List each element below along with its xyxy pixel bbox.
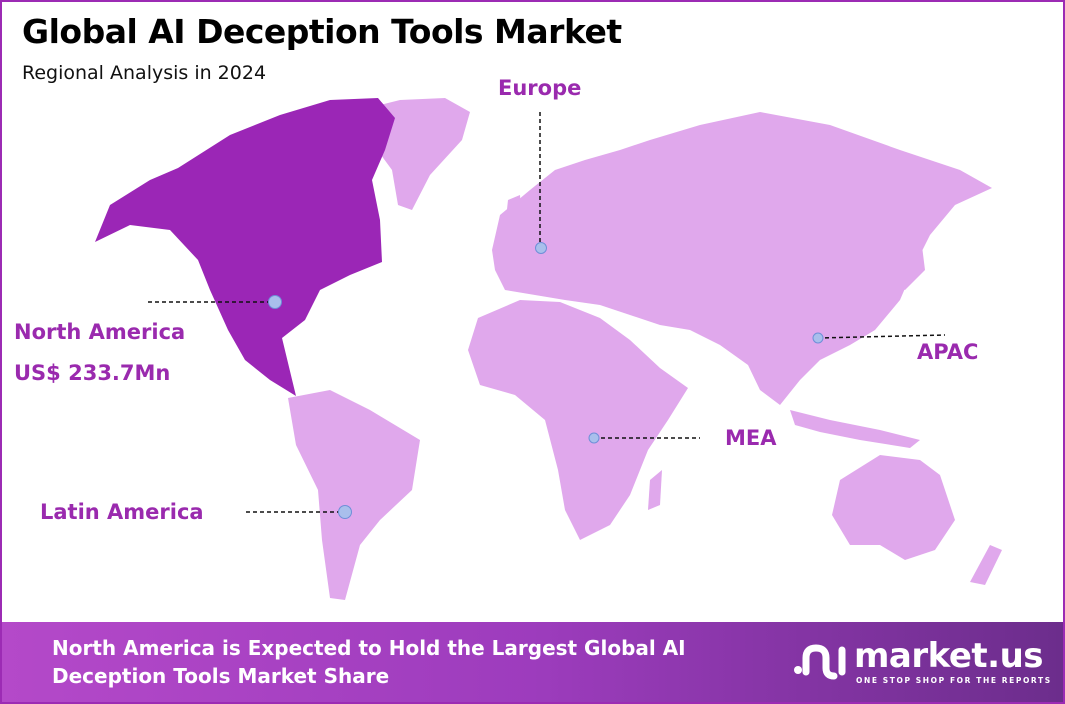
marker-north-america: [268, 295, 282, 309]
madagascar: [648, 470, 662, 510]
new-zealand: [970, 545, 1002, 585]
marker-mea: [588, 432, 600, 444]
label-mea: MEA: [725, 426, 777, 450]
page-subtitle: Regional Analysis in 2024: [22, 62, 267, 84]
footer-banner: North America is Expected to Hold the La…: [2, 622, 1063, 702]
south-america: [288, 390, 420, 600]
marker-apac: [812, 332, 824, 344]
uk: [505, 195, 522, 228]
eurasia: [492, 112, 992, 405]
market-us-logo: market.us ONE STOP SHOP FOR THE REPORTS: [792, 636, 1050, 686]
africa: [468, 300, 688, 540]
north-america: [95, 98, 395, 396]
logo-mark-icon: [794, 644, 846, 680]
australia: [832, 455, 955, 560]
logo-tagline: ONE STOP SHOP FOR THE REPORTS: [856, 676, 1052, 685]
page-title: Global AI Deception Tools Market: [22, 12, 622, 51]
indonesia: [790, 410, 920, 448]
value-north-america: US$ 233.7Mn: [14, 361, 171, 385]
label-europe: Europe: [498, 76, 582, 100]
marker-latin-america: [338, 505, 352, 519]
marker-europe: [535, 242, 547, 254]
label-north-america: North America: [14, 320, 186, 344]
banner-text: North America is Expected to Hold the La…: [52, 636, 686, 688]
label-latin-america: Latin America: [40, 500, 204, 524]
japan: [895, 230, 925, 290]
label-apac: APAC: [917, 340, 979, 364]
logo-name: market.us: [854, 636, 1044, 676]
